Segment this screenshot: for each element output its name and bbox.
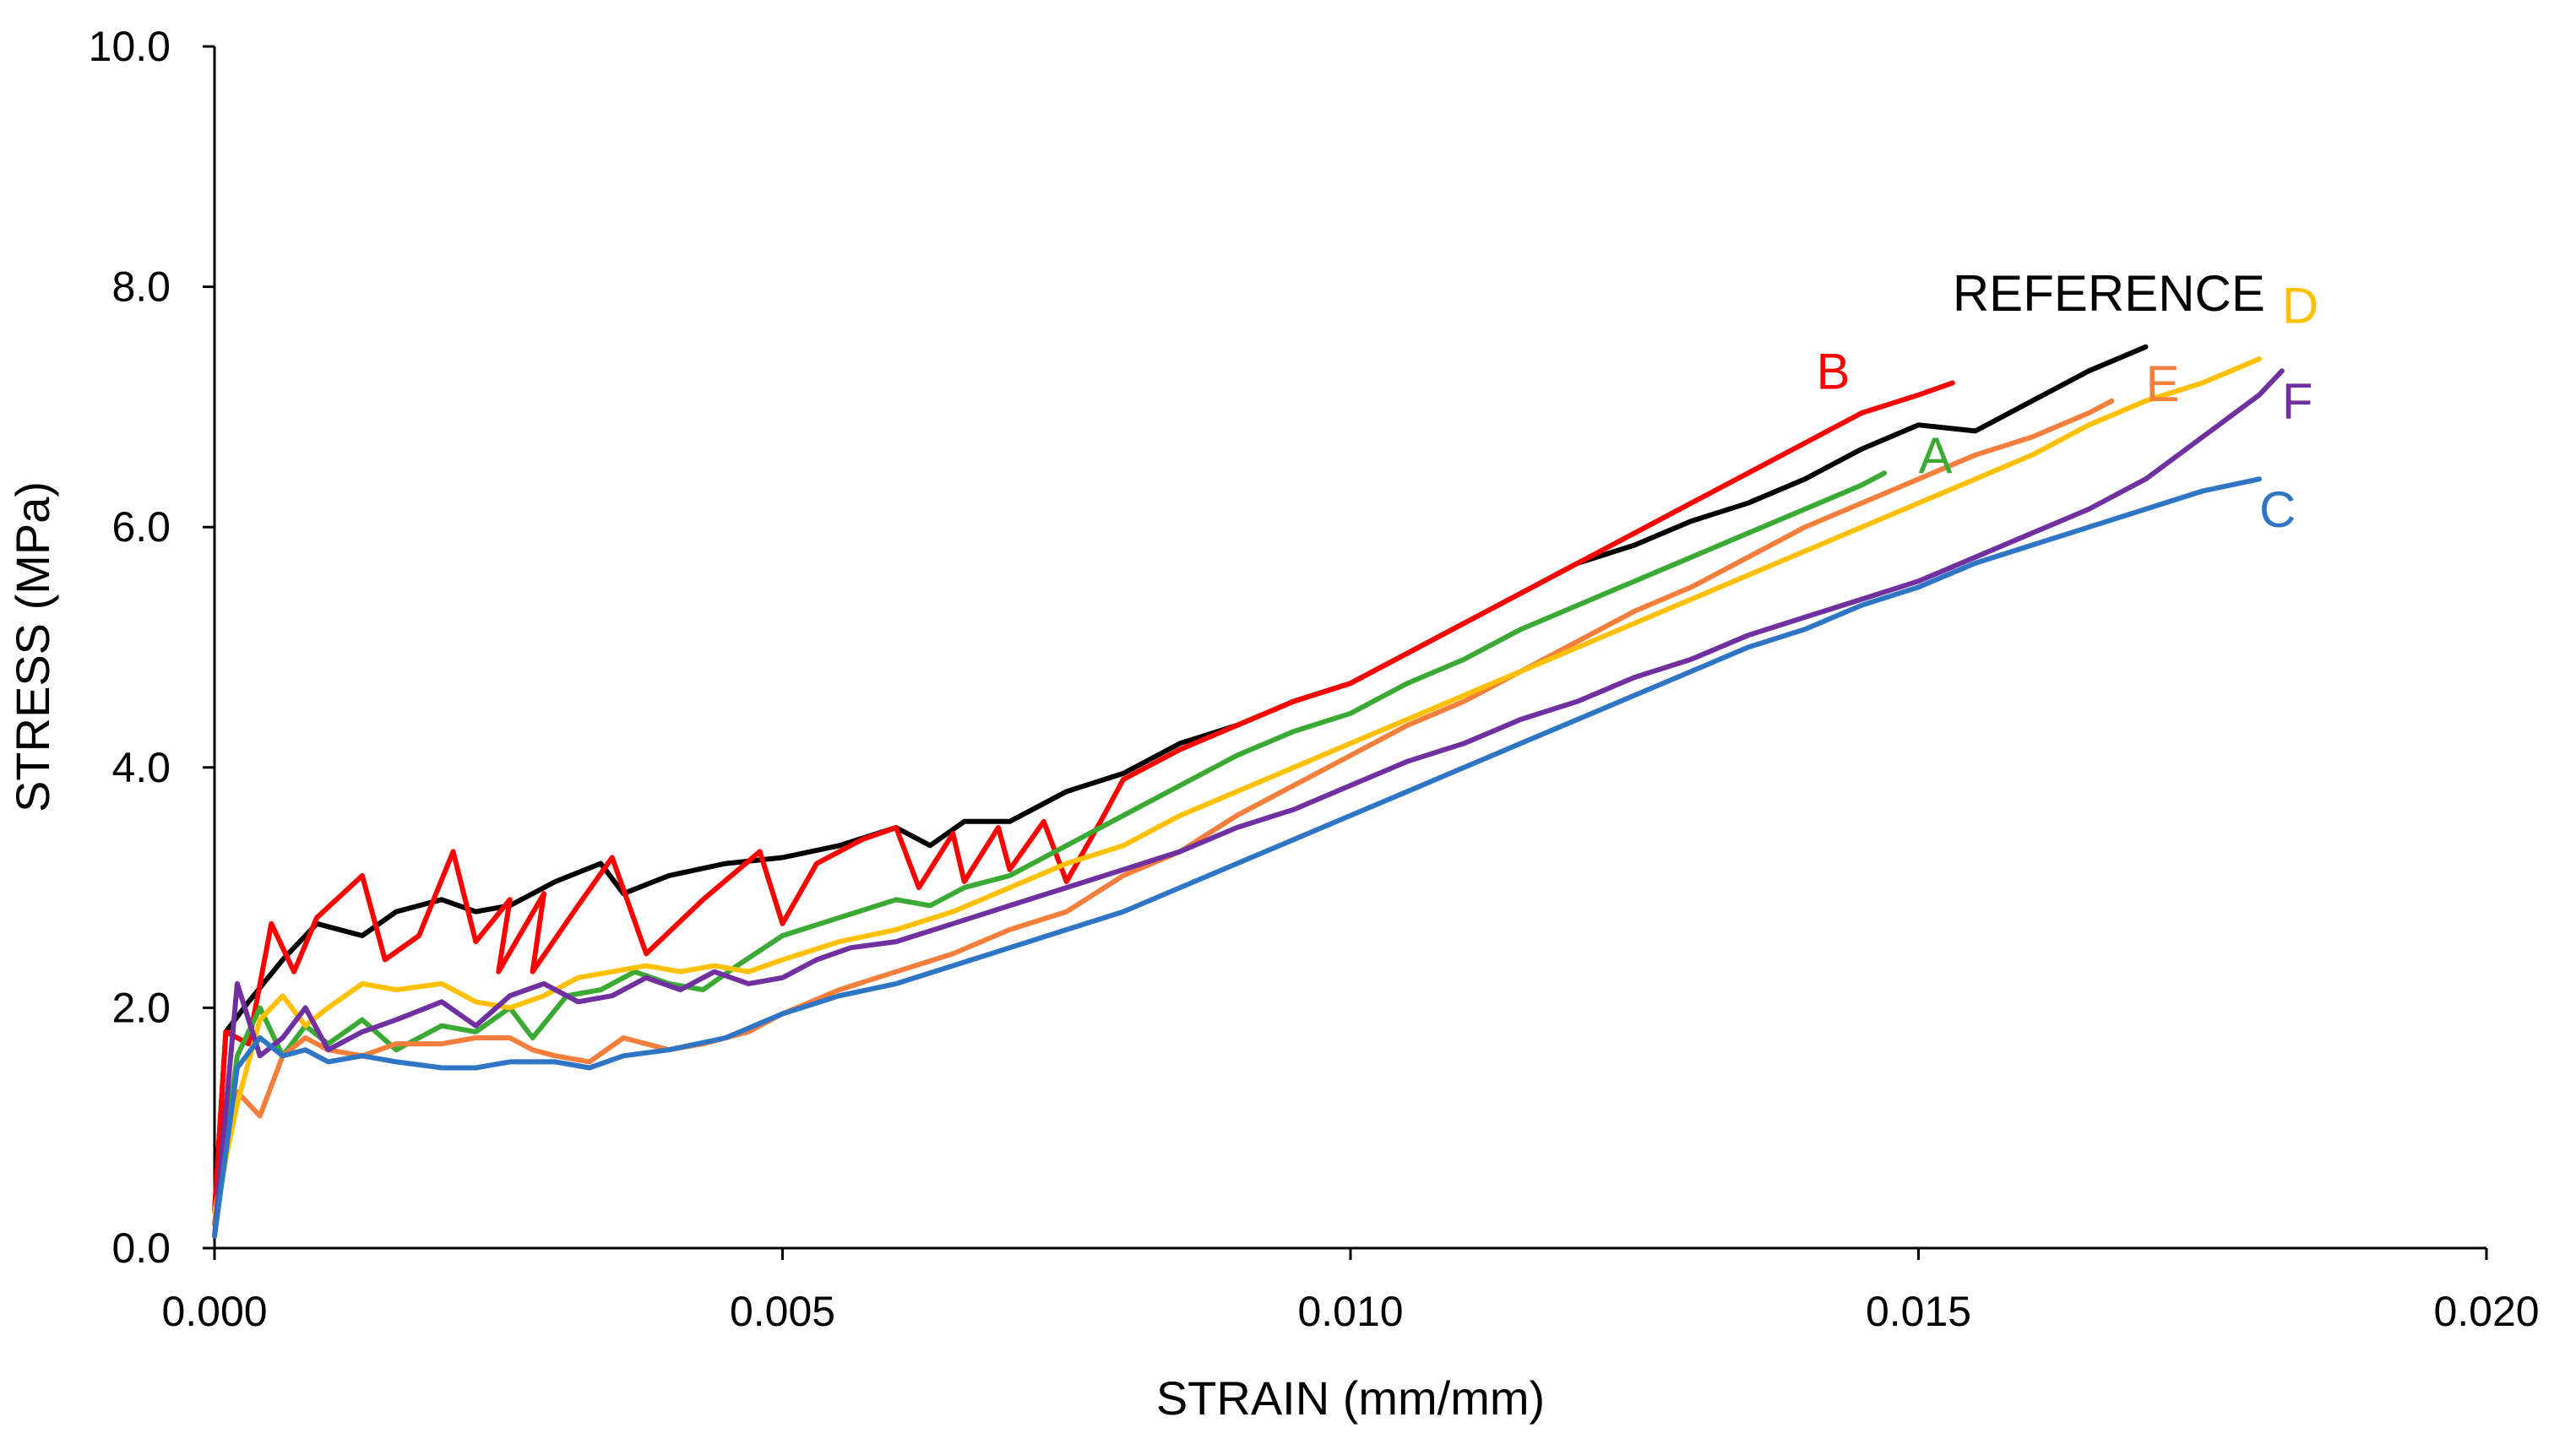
- series-layer: [212, 344, 2285, 1239]
- x-tick-label: 0.005: [730, 1288, 835, 1335]
- x-tick-label: 0.010: [1297, 1288, 1403, 1335]
- x-tick-label: 0.020: [2433, 1288, 2539, 1335]
- y-tick-label: 0.0: [111, 1224, 171, 1272]
- y-tick-label: 8.0: [111, 263, 171, 311]
- y-tick-label: 2.0: [111, 984, 171, 1031]
- series-line-e: [212, 398, 2115, 1227]
- series-line-d: [212, 356, 2262, 1215]
- y-tick-label: 6.0: [111, 503, 171, 551]
- series-label-f: F: [2282, 373, 2313, 430]
- y-tick-label: 4.0: [111, 744, 171, 791]
- x-axis-title: STRAIN (mm/mm): [1156, 1371, 1545, 1425]
- series-line-f: [212, 368, 2285, 1239]
- series-label-a: A: [1919, 427, 1953, 484]
- series-line-reference: [212, 344, 2149, 1215]
- series-label-b: B: [1816, 344, 1850, 400]
- series-line-b: [212, 380, 1955, 1215]
- series-labels: REFERENCE B A E DFC: [1816, 265, 2318, 538]
- x-tick-label: 0.000: [161, 1288, 267, 1335]
- series-line-c: [212, 476, 2262, 1239]
- x-tick-label: 0.015: [1866, 1288, 1971, 1335]
- y-ticks: 0.0 2.0 4.0 6.0 8.0 10.0: [89, 23, 215, 1272]
- series-line-a: [212, 470, 1888, 1227]
- axes: [213, 46, 2486, 1250]
- x-ticks: 0.000 0.005 0.010 0.015 0.020: [161, 1248, 2540, 1335]
- series-label-reference: REFERENCE: [1953, 265, 2265, 322]
- series-label-e: E: [2146, 356, 2180, 412]
- series-label-c: C: [2259, 481, 2296, 538]
- series-label-d: D: [2282, 277, 2318, 334]
- y-tick-label: 10.0: [89, 23, 171, 70]
- y-axis-title: STRESS (MPa): [6, 481, 59, 812]
